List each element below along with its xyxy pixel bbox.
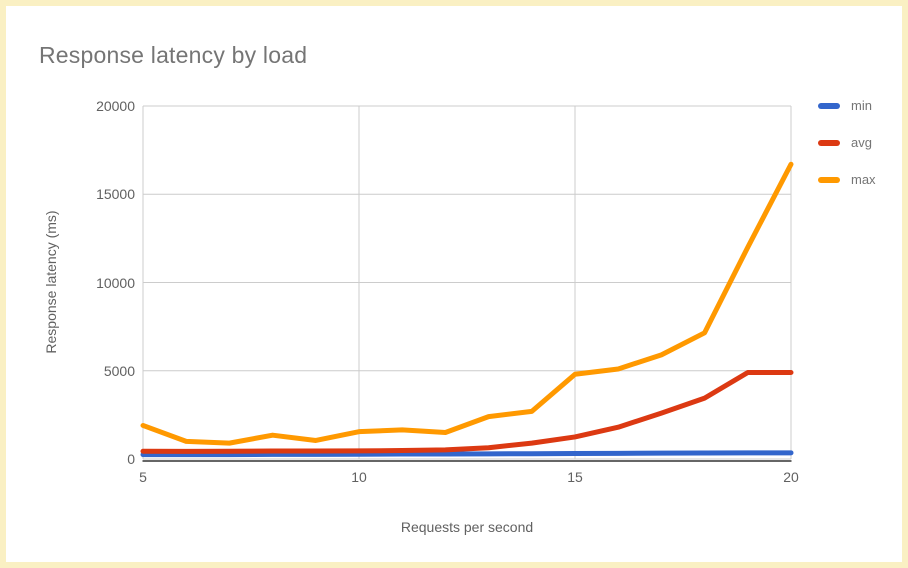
legend-label: max [851,172,876,187]
legend-item-min: min [818,98,876,113]
series-line-avg [140,370,794,454]
series-line-min [140,450,794,458]
y-tick-label: 5000 [103,362,135,379]
legend-label: min [851,98,872,113]
x-tick-label: 20 [783,469,799,485]
legend-label: avg [851,135,872,150]
legend-swatch-icon [818,139,840,146]
legend-swatch-icon [818,102,840,109]
x-axis-title: Requests per second [400,519,534,535]
y-tick-label: 15000 [96,186,135,203]
chart-title: Response latency by load [39,42,308,68]
y-tick-label: 0 [127,451,135,467]
x-tick-label: 5 [139,469,147,485]
chart-legend: min avg max [818,98,876,187]
chart-canvas [140,105,794,462]
y-tick-label: 10000 [96,274,135,291]
legend-item-max: max [818,172,876,187]
x-tick-label: 10 [351,469,367,485]
y-axis-title: Response latency (ms) [43,210,59,354]
series-line-max [140,161,794,446]
legend-swatch-icon [818,176,840,183]
y-tick-label: 20000 [96,98,135,114]
x-tick-label: 15 [567,469,583,485]
legend-item-avg: avg [818,135,876,150]
